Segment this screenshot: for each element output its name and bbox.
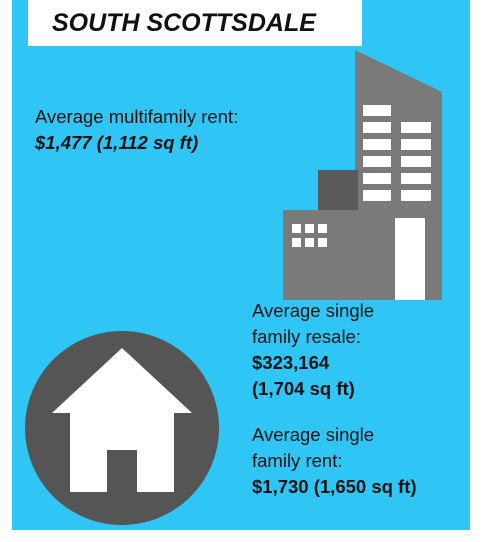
label: family resale: — [252, 326, 361, 347]
value: $323,164 — [252, 352, 330, 373]
label: family rent: — [252, 450, 343, 471]
icons — [25, 50, 442, 525]
label: Average single — [252, 424, 375, 445]
house-icon — [25, 331, 219, 525]
title-box: SOUTH SCOTTSDALE — [28, 0, 362, 46]
label: Average single — [252, 300, 375, 321]
value: $1,730 (1,650 sq ft) — [252, 476, 417, 497]
building-icon — [283, 50, 442, 300]
infographic-card: SOUTH SCOTTSDALE Average multifamily re — [12, 0, 470, 530]
label: Average multifamily rent: — [35, 106, 239, 127]
value: $1,477 (1,112 sq ft) — [35, 132, 199, 153]
title: SOUTH SCOTTSDALE — [52, 9, 316, 37]
value: (1,704 sq ft) — [252, 378, 355, 399]
